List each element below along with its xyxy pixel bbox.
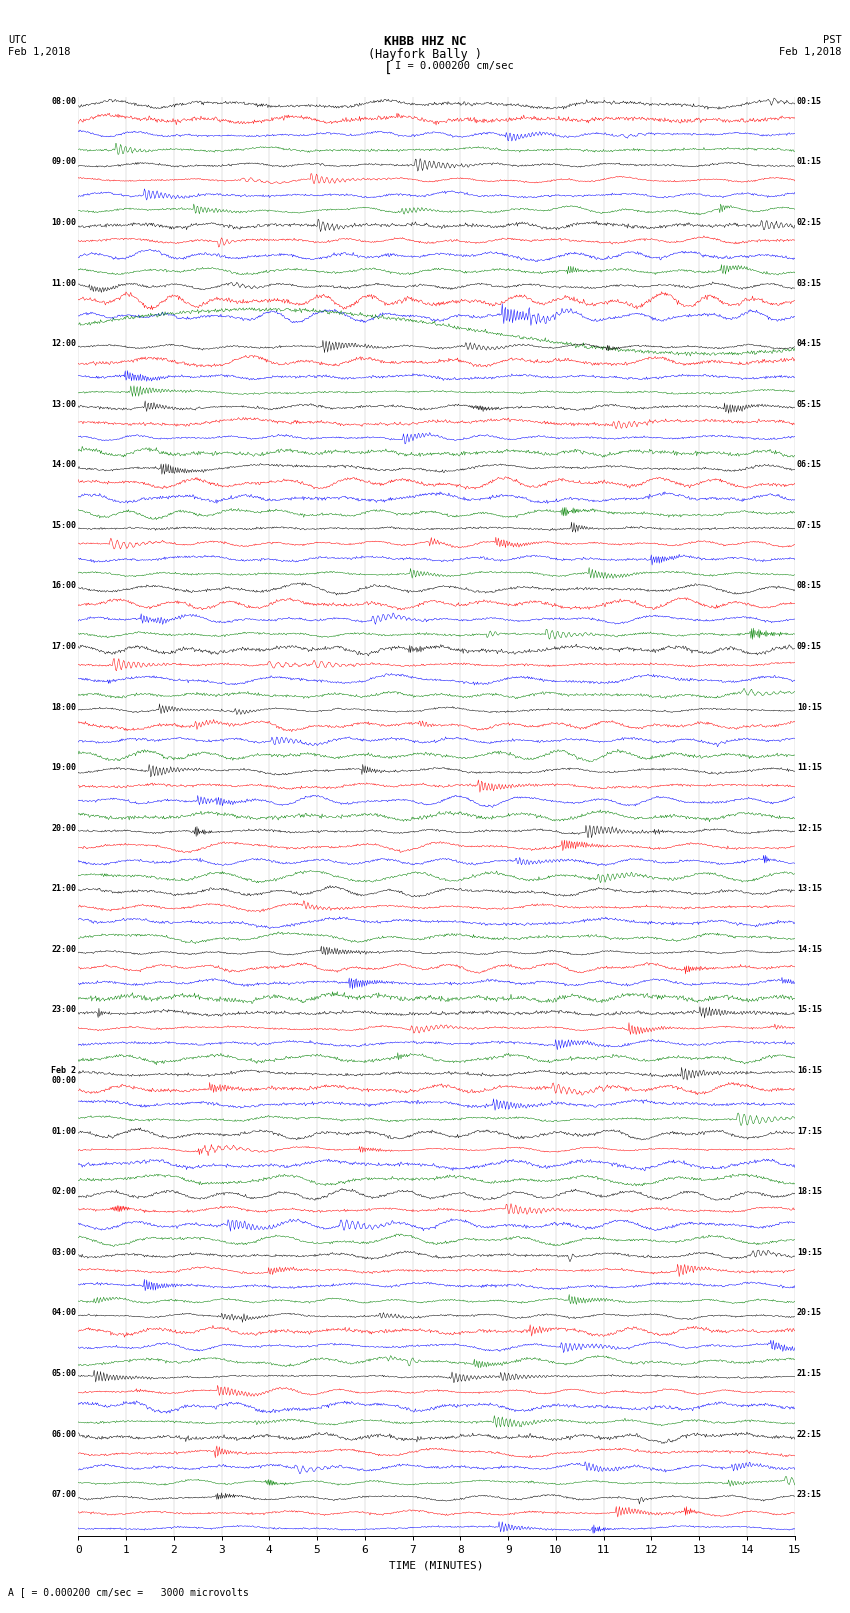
Text: 03:00: 03:00 <box>51 1248 76 1257</box>
Text: 19:00: 19:00 <box>51 763 76 773</box>
Text: 22:00: 22:00 <box>51 945 76 953</box>
Text: 14:15: 14:15 <box>797 945 822 953</box>
Text: 20:00: 20:00 <box>51 824 76 832</box>
Text: 12:15: 12:15 <box>797 824 822 832</box>
Text: 07:00: 07:00 <box>51 1490 76 1498</box>
Text: Feb 2
00:00: Feb 2 00:00 <box>51 1066 76 1086</box>
Text: UTC: UTC <box>8 35 27 45</box>
Text: Feb 1,2018: Feb 1,2018 <box>8 47 71 56</box>
Text: 23:00: 23:00 <box>51 1005 76 1015</box>
Text: 18:00: 18:00 <box>51 703 76 711</box>
Text: KHBB HHZ NC: KHBB HHZ NC <box>383 35 467 48</box>
Text: I = 0.000200 cm/sec: I = 0.000200 cm/sec <box>395 61 514 71</box>
Text: 21:00: 21:00 <box>51 884 76 894</box>
Text: 19:15: 19:15 <box>797 1248 822 1257</box>
Text: 13:15: 13:15 <box>797 884 822 894</box>
Text: 08:00: 08:00 <box>51 97 76 106</box>
Text: 12:00: 12:00 <box>51 339 76 348</box>
Text: 10:15: 10:15 <box>797 703 822 711</box>
Text: 03:15: 03:15 <box>797 279 822 287</box>
Text: 15:00: 15:00 <box>51 521 76 529</box>
Text: 21:15: 21:15 <box>797 1369 822 1378</box>
Text: 16:00: 16:00 <box>51 581 76 590</box>
Text: 13:00: 13:00 <box>51 400 76 408</box>
Text: 01:00: 01:00 <box>51 1126 76 1136</box>
Text: 20:15: 20:15 <box>797 1308 822 1318</box>
Text: 23:15: 23:15 <box>797 1490 822 1498</box>
Text: 05:00: 05:00 <box>51 1369 76 1378</box>
Text: PST: PST <box>823 35 842 45</box>
Text: (Hayfork Bally ): (Hayfork Bally ) <box>368 48 482 61</box>
Text: 02:00: 02:00 <box>51 1187 76 1197</box>
Text: 22:15: 22:15 <box>797 1429 822 1439</box>
Text: 14:00: 14:00 <box>51 460 76 469</box>
Text: 11:15: 11:15 <box>797 763 822 773</box>
Text: 15:15: 15:15 <box>797 1005 822 1015</box>
X-axis label: TIME (MINUTES): TIME (MINUTES) <box>389 1560 484 1569</box>
Text: 07:15: 07:15 <box>797 521 822 529</box>
Text: 06:00: 06:00 <box>51 1429 76 1439</box>
Text: [: [ <box>384 61 393 76</box>
Text: 02:15: 02:15 <box>797 218 822 227</box>
Text: 00:15: 00:15 <box>797 97 822 106</box>
Text: 17:15: 17:15 <box>797 1126 822 1136</box>
Text: 09:15: 09:15 <box>797 642 822 652</box>
Text: 09:00: 09:00 <box>51 158 76 166</box>
Text: Feb 1,2018: Feb 1,2018 <box>779 47 842 56</box>
Text: 08:15: 08:15 <box>797 581 822 590</box>
Text: 06:15: 06:15 <box>797 460 822 469</box>
Text: A [ = 0.000200 cm/sec =   3000 microvolts: A [ = 0.000200 cm/sec = 3000 microvolts <box>8 1587 249 1597</box>
Text: 04:00: 04:00 <box>51 1308 76 1318</box>
Text: 16:15: 16:15 <box>797 1066 822 1076</box>
Text: 18:15: 18:15 <box>797 1187 822 1197</box>
Text: 05:15: 05:15 <box>797 400 822 408</box>
Text: 10:00: 10:00 <box>51 218 76 227</box>
Text: 01:15: 01:15 <box>797 158 822 166</box>
Text: 04:15: 04:15 <box>797 339 822 348</box>
Text: 11:00: 11:00 <box>51 279 76 287</box>
Text: 17:00: 17:00 <box>51 642 76 652</box>
